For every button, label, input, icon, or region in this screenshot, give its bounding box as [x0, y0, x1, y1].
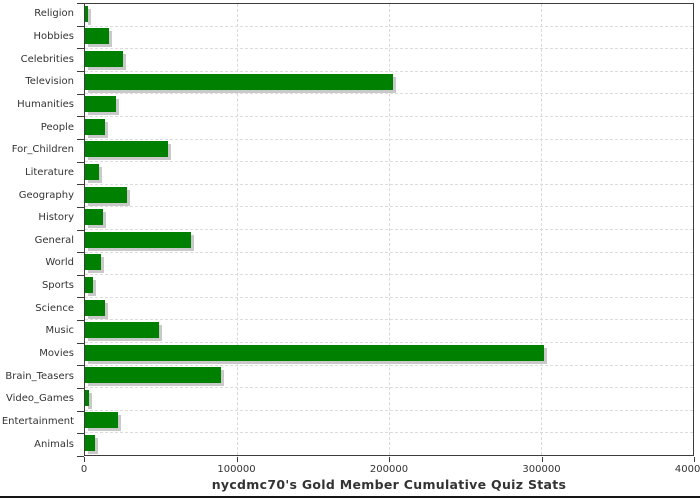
chart-title: nycdmc70's Gold Member Cumulative Quiz S… [211, 477, 567, 492]
bar-row-for_children [85, 140, 693, 163]
y-axis-label-humanities: Humanities [17, 98, 74, 110]
y-axis-tick [77, 93, 84, 95]
y-axis-label-geography: Geography [18, 189, 74, 201]
bar-row-video_games [85, 388, 693, 411]
y-axis-tick [77, 48, 84, 50]
y-axis-label-sports: Sports [41, 280, 74, 292]
x-axis-tick [541, 457, 543, 462]
y-axis-tick [77, 320, 84, 322]
bar-geography [85, 186, 127, 203]
bar-row-religion [85, 4, 693, 27]
y-axis-label-movies: Movies [39, 348, 74, 360]
bar-religion [85, 5, 89, 22]
y-axis-tick [77, 229, 84, 231]
y-axis-tick [77, 3, 84, 4]
plot-area [84, 3, 694, 456]
x-axis-label-300000: 300000 [522, 464, 561, 475]
bar-row-geography [85, 185, 693, 208]
y-axis-label-hobbies: Hobbies [33, 30, 74, 42]
bar-row-science [85, 298, 693, 321]
y-axis-label-history: History [38, 212, 74, 224]
y-axis-label-general: General [34, 234, 74, 246]
bar-row-entertainment [85, 411, 693, 434]
y-axis-tick [77, 433, 84, 435]
bar-literature [85, 163, 99, 180]
y-axis-label-music: Music [45, 325, 74, 337]
bar-row-hobbies [85, 27, 693, 50]
y-axis-label-brain_teasers: Brain_Teasers [5, 370, 74, 382]
y-axis-label-for_children: For_Children [11, 144, 74, 156]
bar-world [85, 254, 101, 271]
y-axis-tick [77, 342, 84, 344]
x-axis-label-200000: 200000 [369, 464, 409, 475]
bar-video_games [85, 389, 89, 406]
bar-row-literature [85, 162, 693, 185]
y-axis-label-television: Television [25, 76, 74, 88]
y-axis-tick [77, 388, 84, 390]
bar-row-movies [85, 343, 693, 366]
bar-science [85, 299, 106, 316]
y-axis-tick [77, 70, 84, 72]
y-axis-tick [77, 25, 84, 27]
y-axis-label-animals: Animals [34, 438, 74, 450]
bar-row-world [85, 253, 693, 276]
y-axis-label-world: World [45, 257, 74, 269]
bar-music [85, 322, 160, 339]
bar-row-music [85, 320, 693, 343]
y-axis-tick [77, 297, 84, 299]
bar-movies [85, 344, 545, 361]
bar-animals [85, 435, 96, 452]
bar-humanities [85, 96, 117, 113]
bar-general [85, 231, 191, 248]
bar-hobbies [85, 28, 110, 45]
y-axis-tick [77, 206, 84, 208]
bar-row-people [85, 117, 693, 140]
y-axis-label-religion: Religion [34, 8, 74, 20]
y-axis-label-literature: Literature [25, 166, 74, 178]
x-axis-tick [84, 457, 85, 462]
bar-row-celebrities [85, 49, 693, 72]
y-axis-tick [77, 456, 84, 457]
y-axis-label-video_games: Video_Games [6, 393, 74, 405]
bar-television [85, 73, 393, 90]
bar-for_children [85, 141, 168, 158]
bar-entertainment [85, 412, 118, 429]
bar-row-humanities [85, 94, 693, 117]
y-axis-tick [77, 161, 84, 163]
bar-celebrities [85, 50, 123, 67]
y-axis-tick [77, 274, 84, 276]
y-axis-tick [77, 184, 84, 186]
bar-row-television [85, 72, 693, 95]
x-axis-tick [694, 457, 695, 462]
bottom-border-line [0, 496, 700, 498]
y-axis-tick [77, 410, 84, 412]
bar-sports [85, 276, 94, 293]
x-axis-label-100000: 100000 [217, 464, 256, 475]
y-axis-label-science: Science [35, 302, 74, 314]
y-axis-label-entertainment: Entertainment [1, 416, 74, 428]
bar-row-brain_teasers [85, 366, 693, 389]
bar-brain_teasers [85, 367, 222, 384]
x-axis-label-0: 0 [80, 464, 88, 475]
y-axis-tick [77, 116, 84, 118]
y-axis-label-celebrities: Celebrities [20, 53, 74, 65]
bar-people [85, 118, 105, 135]
bar-row-animals [85, 433, 693, 455]
x-axis-label-400000: 400000 [674, 464, 700, 475]
bar-row-history [85, 207, 693, 230]
bar-history [85, 209, 103, 226]
bar-row-sports [85, 275, 693, 298]
bar-row-general [85, 230, 693, 253]
y-axis-label-people: People [40, 121, 74, 133]
x-axis-tick [389, 457, 390, 462]
y-axis-tick [77, 138, 84, 140]
x-axis-tick [236, 457, 238, 462]
y-axis-tick [77, 252, 84, 254]
y-axis-tick [77, 365, 84, 367]
